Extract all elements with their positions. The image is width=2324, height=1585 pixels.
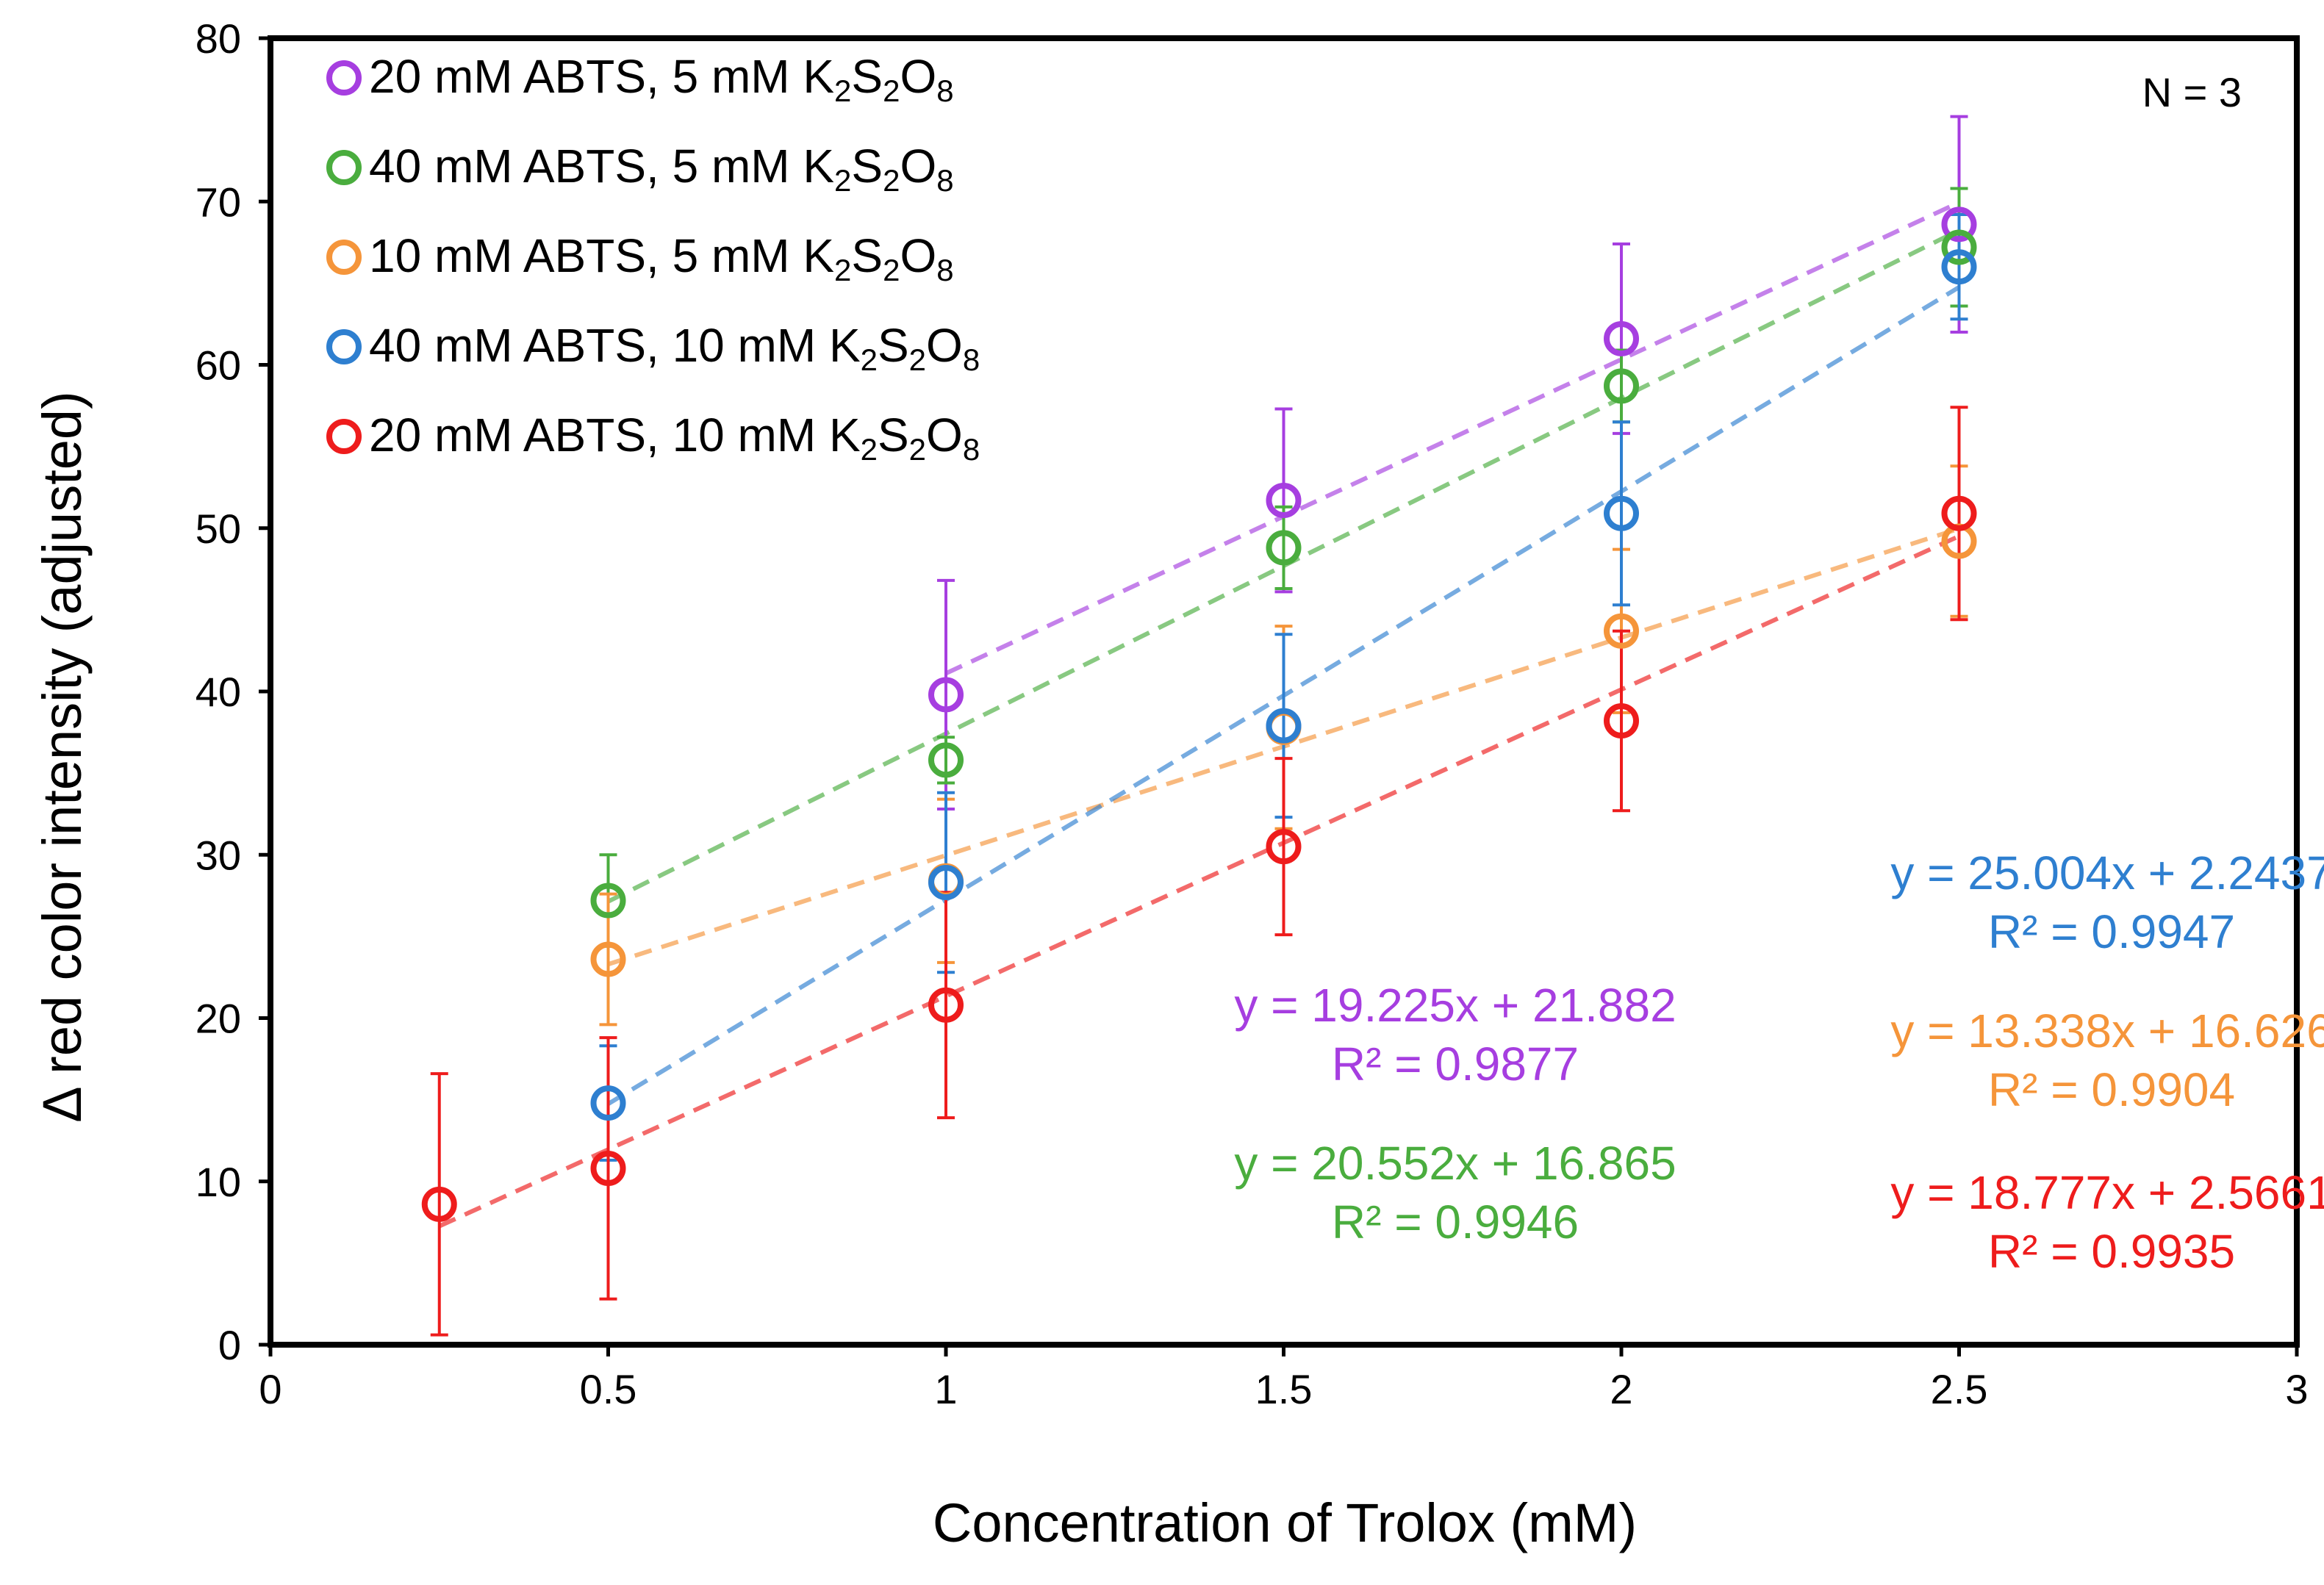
- data-point-series-5: [421, 1186, 457, 1222]
- x-tick-label: 2.5: [1931, 1366, 1988, 1412]
- y-tick-label: 70: [196, 179, 241, 225]
- data-point-series-5: [590, 1150, 626, 1186]
- data-point-series-4: [1941, 249, 1977, 285]
- data-point-series-1: [928, 677, 964, 713]
- y-tick-label: 20: [196, 996, 241, 1042]
- data-points: [421, 206, 1977, 1222]
- trendline-r-squared: R² = 0.9904: [1988, 1063, 2235, 1116]
- legend-label: 40 mM ABTS, 5 mM K2S2O8: [369, 140, 954, 198]
- legend-marker: [326, 329, 362, 364]
- y-tick-label: 50: [196, 506, 241, 552]
- trendline-r-squared: R² = 0.9947: [1988, 905, 2235, 958]
- data-point-series-5: [1604, 703, 1639, 739]
- legend-marker: [326, 150, 362, 185]
- data-point-series-2: [1266, 530, 1302, 566]
- data-point-series-1: [1266, 482, 1302, 518]
- x-axis-ticks: 0 0.5 1 1.5 2 2.5 3: [259, 1345, 2309, 1412]
- x-tick-label: 2: [1610, 1366, 1632, 1412]
- sample-size-annotation: N = 3: [2142, 69, 2242, 115]
- y-tick-label: 0: [218, 1322, 241, 1368]
- data-point-series-2: [928, 742, 964, 778]
- legend-label: 10 mM ABTS, 5 mM K2S2O8: [369, 229, 954, 287]
- data-point-series-5: [1941, 495, 1977, 531]
- trendline-equations: y = 19.225x + 21.882 R² = 0.9877 y = 20.55…: [1234, 847, 2324, 1278]
- x-tick-label: 1: [934, 1366, 957, 1412]
- legend-marker: [326, 240, 362, 275]
- data-point-series-5: [1266, 829, 1302, 865]
- trendline-series-1: [944, 200, 1960, 676]
- trendline-equation: y = 13.338x + 16.626: [1890, 1004, 2324, 1057]
- data-point-series-3: [590, 941, 626, 977]
- trendline-equation: y = 19.225x + 21.882: [1234, 979, 1676, 1032]
- legend-label: 20 mM ABTS, 5 mM K2S2O8: [369, 50, 954, 108]
- trendline-equation: y = 25.004x + 2.2437: [1890, 847, 2324, 899]
- data-point-series-5: [928, 987, 964, 1023]
- legend-label: 20 mM ABTS, 10 mM K2S2O8: [369, 409, 980, 467]
- trendline-r-squared: R² = 0.9946: [1332, 1196, 1579, 1248]
- x-tick-label: 1.5: [1255, 1366, 1313, 1412]
- data-point-series-1: [1941, 206, 1977, 242]
- x-tick-label: 3: [2285, 1366, 2308, 1412]
- y-tick-label: 40: [196, 669, 241, 715]
- y-tick-label: 80: [196, 15, 241, 62]
- trendline-equation: y = 20.552x + 16.865: [1234, 1137, 1676, 1190]
- data-point-series-1: [1604, 320, 1639, 356]
- data-point-series-2: [1941, 229, 1977, 265]
- legend-marker: [326, 419, 362, 454]
- y-tick-label: 60: [196, 342, 241, 389]
- x-tick-label: 0.5: [580, 1366, 637, 1412]
- data-point-series-2: [590, 883, 626, 919]
- trendline-r-squared: R² = 0.9877: [1332, 1038, 1579, 1090]
- data-point-series-4: [1604, 495, 1639, 531]
- x-axis-label: Concentration of Trolox (mM): [933, 1492, 1637, 1553]
- legend-marker: [326, 60, 362, 96]
- y-axis-label: Δ red color intensity (adjusted): [32, 391, 93, 1122]
- data-point-series-2: [1604, 368, 1639, 404]
- trendline-equation: y = 18.777x + 2.5661: [1890, 1166, 2324, 1219]
- trendline-r-squared: R² = 0.9935: [1988, 1225, 2235, 1278]
- y-axis-ticks: 0 10 20 30 40 50 60 70 80: [196, 15, 270, 1368]
- legend-label: 40 mM ABTS, 10 mM K2S2O8: [369, 319, 980, 377]
- data-point-series-3: [1604, 613, 1639, 649]
- y-tick-label: 30: [196, 832, 241, 878]
- legend: 20 mM ABTS, 5 mM K2S2O8 40 mM ABTS, 5 mM …: [326, 50, 980, 467]
- data-point-series-4: [1266, 708, 1302, 744]
- data-point-series-4: [590, 1085, 626, 1121]
- data-point-series-4: [928, 865, 964, 901]
- y-tick-label: 10: [196, 1159, 241, 1205]
- x-tick-label: 0: [259, 1366, 281, 1412]
